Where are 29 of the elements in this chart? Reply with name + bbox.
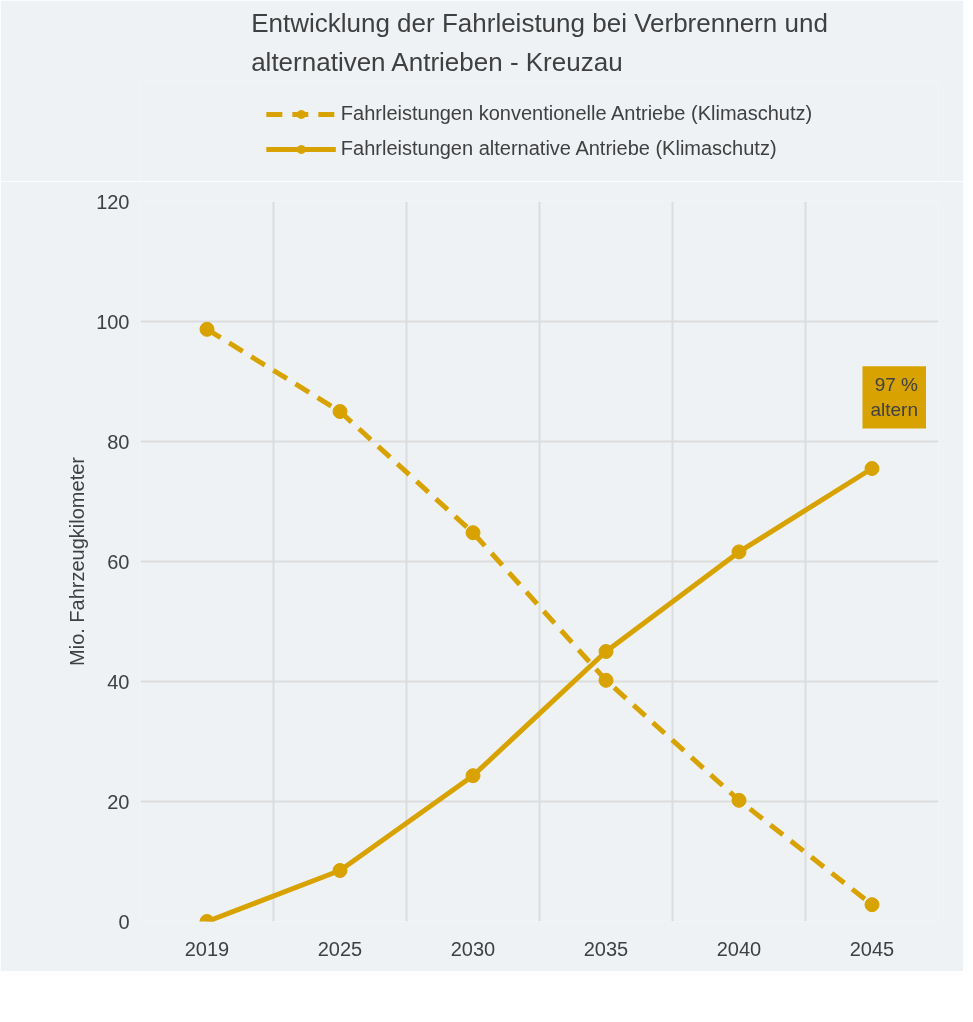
point	[199, 321, 215, 337]
point	[598, 672, 614, 688]
x-tick-label: 2025	[317, 937, 363, 960]
chart-title: Entwicklung der Fahrleistung bei Verbrennern und alternativen Antrieben - Kreuzau	[251, 7, 828, 77]
point	[598, 644, 614, 659]
y-tick-label: 100	[96, 310, 130, 333]
annotation: 97 % altern	[870, 374, 919, 421]
y-tick-label: 60	[107, 550, 130, 573]
x-tick-label: 2045	[849, 937, 895, 960]
x-tick-label: 2019	[184, 937, 230, 960]
y-tick-label: 120	[96, 190, 130, 213]
y-tick-label: 20	[107, 790, 130, 813]
legend-label: Fahrleistungen alternative Antriebe (Klimaschutz)	[340, 137, 777, 160]
point	[465, 525, 481, 541]
point	[465, 768, 481, 784]
point	[731, 544, 747, 560]
x-tick-label: 2035	[583, 937, 629, 960]
legend-label: Fahrleistungen konventionelle Antriebe (Klimaschutz)	[340, 102, 813, 125]
point	[864, 461, 880, 476]
y-tick-label: 80	[107, 430, 130, 453]
y-axis-title: Mio. Fahrzeugkilometer	[66, 456, 89, 666]
point	[864, 897, 880, 913]
point	[332, 404, 348, 419]
point	[332, 863, 348, 878]
y-tick-label: 0	[118, 910, 130, 933]
x-tick-label: 2030	[450, 937, 496, 960]
x-tick-label: 2040	[716, 937, 762, 960]
y-tick-label: 40	[107, 670, 130, 693]
point	[731, 792, 747, 808]
